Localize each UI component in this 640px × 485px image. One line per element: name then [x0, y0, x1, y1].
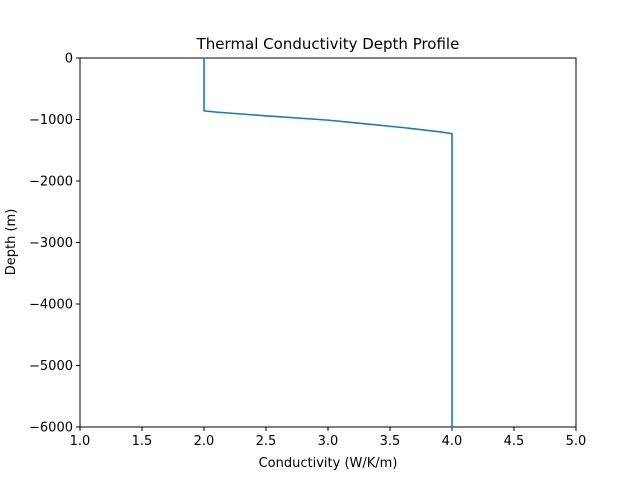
x-tick-label: 3.0 [318, 434, 339, 449]
series-line [203, 57, 453, 428]
x-tick-label: 2.5 [256, 434, 277, 449]
x-tick-label: 4.5 [504, 434, 525, 449]
y-axis-ticks: 0 −1000 −2000 −3000 −4000 −5000 −6000 [29, 52, 80, 436]
x-tick-label: 3.5 [380, 434, 401, 449]
y-tick-label: −4000 [29, 298, 73, 313]
x-axis-label: Conductivity (W/K/m) [259, 456, 398, 471]
y-tick-label: 0 [65, 52, 73, 67]
x-tick-label: 1.5 [132, 434, 153, 449]
x-tick-label: 5.0 [566, 434, 587, 449]
y-tick-label: −1000 [29, 113, 73, 128]
y-axis-label: Depth (m) [4, 209, 19, 276]
x-axis-ticks: 1.0 1.5 2.0 2.5 3.0 3.5 4.0 4.5 5.0 [70, 427, 587, 449]
x-tick-label: 1.0 [70, 434, 91, 449]
y-tick-label: −2000 [29, 175, 73, 190]
plot-area-frame [79, 57, 577, 428]
y-tick-label: −5000 [29, 359, 73, 374]
x-tick-label: 4.0 [442, 434, 463, 449]
series-layer [203, 57, 453, 428]
y-tick-label: −3000 [29, 236, 73, 251]
chart-title: Thermal Conductivity Depth Profile [196, 35, 460, 53]
x-tick-label: 2.0 [194, 434, 215, 449]
y-tick-label: −6000 [29, 421, 73, 436]
